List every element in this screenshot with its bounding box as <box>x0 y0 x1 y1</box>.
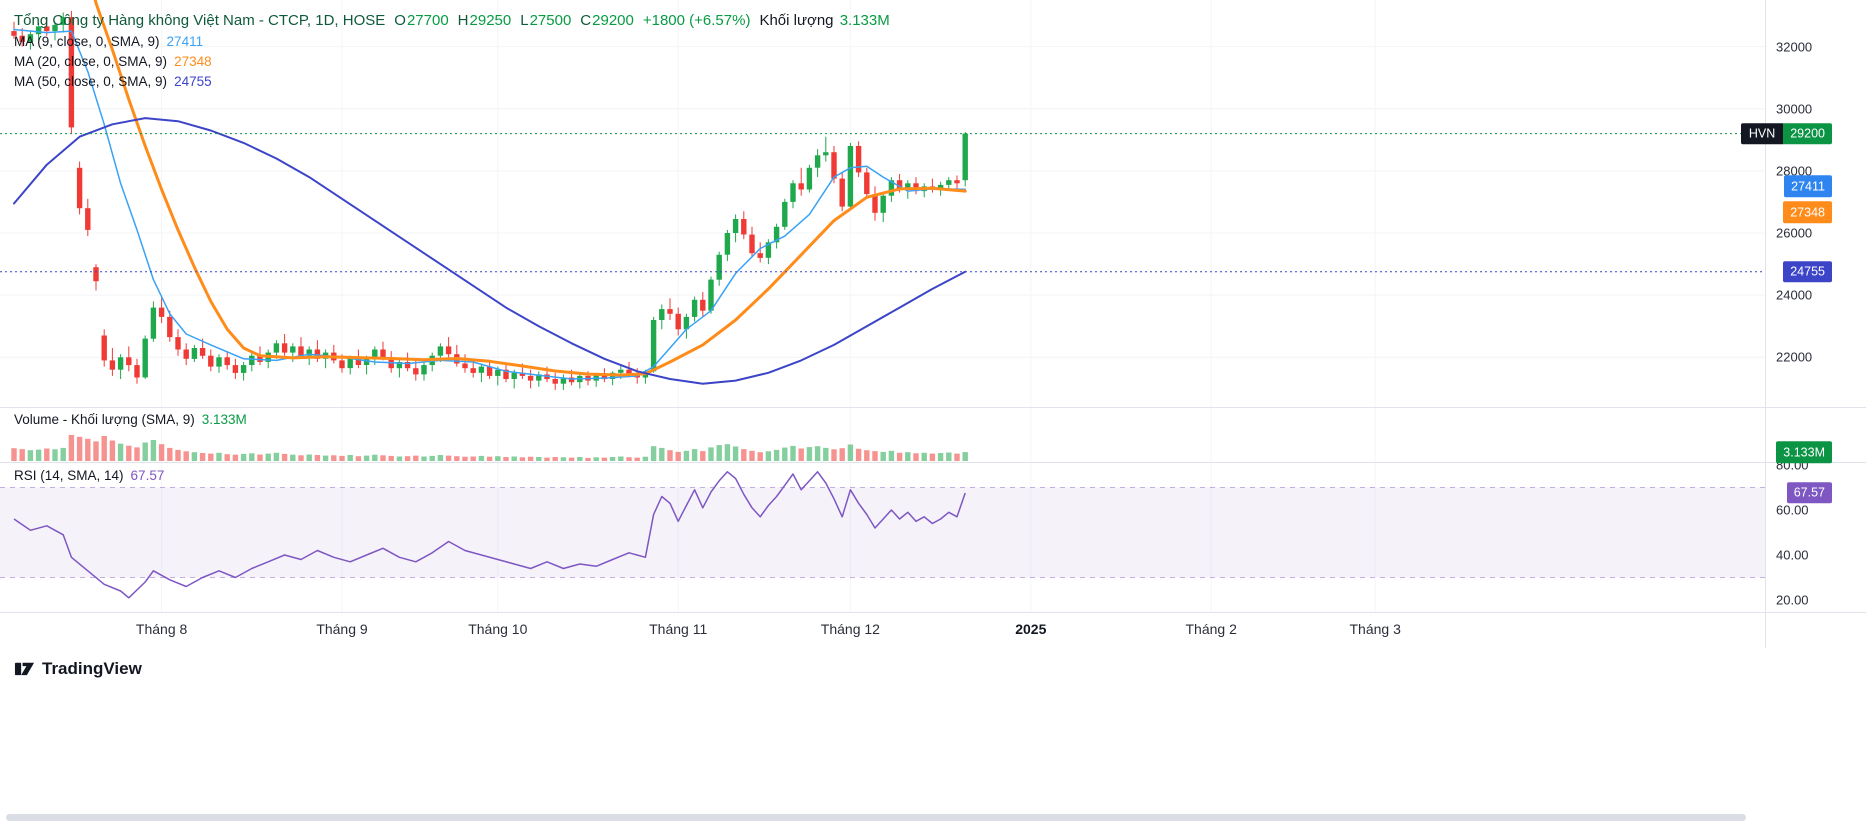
price-tick: 30000 <box>1776 101 1813 117</box>
volume-legend-label: Volume - Khối lượng (SMA, 9) <box>14 412 195 427</box>
last-price-badge: HVN 29200 <box>1740 122 1832 145</box>
time-tick: Tháng 3 <box>1349 621 1401 637</box>
rsi-badge: 67.57 <box>1786 482 1832 504</box>
time-tick: Tháng 11 <box>649 621 708 637</box>
ma50-price-badge: 24755 <box>1783 260 1832 283</box>
volume-badge: 3.133M <box>1776 441 1832 463</box>
volume-legend: Volume - Khối lượng (SMA, 9) 3.133M <box>14 412 247 427</box>
volume-legend-value: 3.133M <box>201 412 247 427</box>
tradingview-logo-text: TradingView <box>42 658 142 678</box>
price-axis[interactable]: 32000 30000 28000 26000 24000 22000 80.00 60.00… <box>1765 0 1866 612</box>
time-tick: Tháng 8 <box>135 621 188 637</box>
last-price-value: 29200 <box>1783 122 1832 145</box>
horizontal-scrollbar[interactable] <box>6 814 1746 821</box>
symbol-tag: HVN <box>1740 122 1784 145</box>
rsi-tick: 60.00 <box>1776 502 1809 518</box>
price-tick: 28000 <box>1776 163 1813 179</box>
time-tick: Tháng 2 <box>1185 621 1237 637</box>
tradingview-logo[interactable]: TradingView <box>14 658 142 679</box>
ma20-price-badge: 27348 <box>1783 201 1832 223</box>
price-tick: 32000 <box>1776 39 1813 55</box>
time-tick: Tháng 9 <box>316 621 368 637</box>
rsi-legend-value: 67.57 <box>130 468 165 483</box>
rsi-legend-label: RSI (14, SMA, 14) <box>14 468 124 483</box>
time-axis[interactable]: Tháng 8 Tháng 9 Tháng 10 Tháng 11 Tháng 12 20… <box>0 612 1765 648</box>
time-tick: Tháng 10 <box>468 621 528 637</box>
price-tick: 24000 <box>1776 287 1813 303</box>
rsi-tick: 20.00 <box>1776 592 1809 608</box>
time-tick: Tháng 12 <box>820 621 880 637</box>
rsi-tick: 40.00 <box>1776 547 1809 563</box>
price-tick: 26000 <box>1776 225 1813 241</box>
ma9-price-badge: 27411 <box>1784 175 1832 197</box>
tradingview-logo-icon <box>14 658 35 679</box>
price-tick: 22000 <box>1776 349 1813 365</box>
time-tick: 2025 <box>1015 621 1047 637</box>
rsi-legend: RSI (14, SMA, 14) 67.57 <box>14 468 164 483</box>
